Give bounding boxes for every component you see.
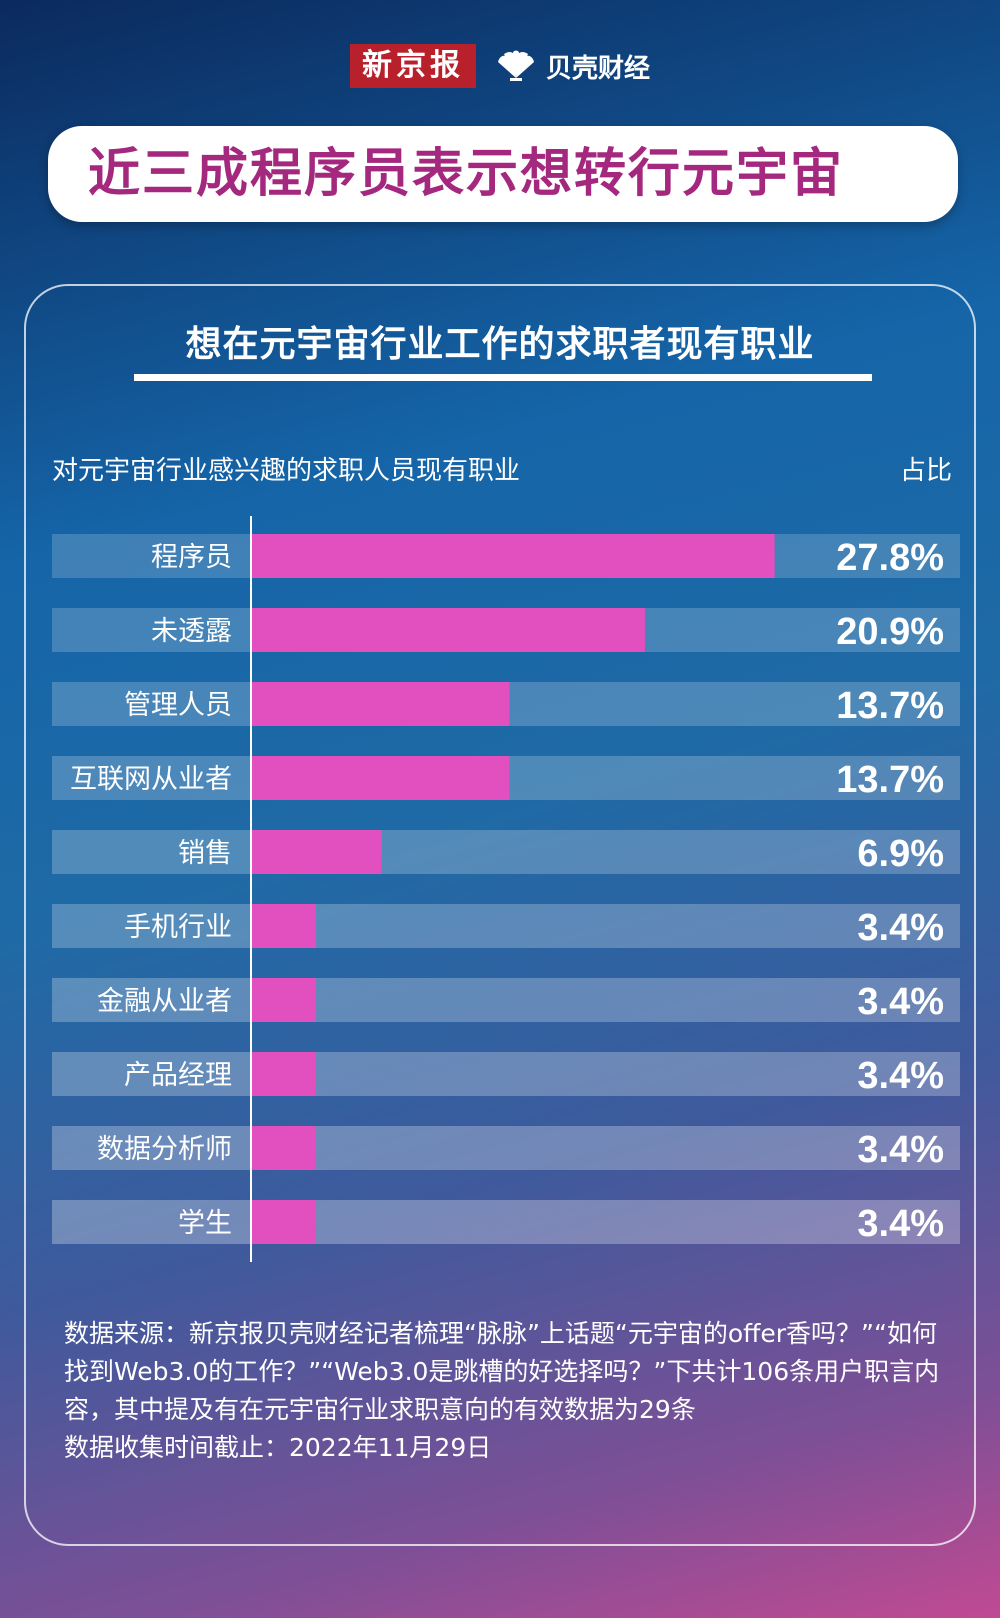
- source-line: 数据收集时间截止：2022年11月29日: [64, 1433, 492, 1462]
- category-label: 金融从业者: [97, 986, 232, 1017]
- value-label: 3.4%: [857, 1203, 944, 1245]
- value-label: 3.4%: [857, 981, 944, 1023]
- bar-row: 互联网从业者 13.7%: [52, 756, 960, 801]
- value-label: 20.9%: [836, 611, 944, 653]
- category-label: 手机行业: [124, 912, 232, 943]
- value-label: 3.4%: [857, 1129, 944, 1171]
- bar: [252, 1126, 316, 1170]
- bar: [252, 756, 510, 800]
- brand-header: 新京报 贝壳财经: [0, 44, 1000, 88]
- bar-row: 金融从业者 3.4%: [52, 978, 960, 1023]
- bar-track: [52, 1052, 960, 1096]
- category-label: 程序员: [151, 542, 232, 573]
- page-title: 近三成程序员表示想转行元宇宙: [88, 144, 845, 204]
- bar-track: [52, 1126, 960, 1170]
- value-label: 13.7%: [836, 685, 944, 727]
- chart-subtitle: 想在元宇宙行业工作的求职者现有职业: [185, 324, 815, 365]
- bar: [252, 608, 645, 652]
- value-label: 3.4%: [857, 907, 944, 949]
- beike-logo: 贝壳财经: [494, 48, 650, 85]
- category-label: 管理人员: [124, 690, 232, 721]
- category-label: 数据分析师: [97, 1134, 232, 1165]
- category-label: 产品经理: [124, 1060, 232, 1091]
- bar: [252, 904, 316, 948]
- bar-row: 学生 3.4%: [52, 1200, 960, 1245]
- xinjingbao-logo: 新京报: [349, 44, 476, 88]
- data-source-note: 数据来源：新京报贝壳财经记者梳理“脉脉”上话题“元宇宙的offer香吗？”“如何…: [64, 1315, 954, 1467]
- column-header-share: 占比: [899, 456, 952, 486]
- bar: [252, 830, 382, 874]
- bar-track: [52, 904, 960, 948]
- category-axis-line: [250, 516, 252, 1262]
- category-label: 学生: [178, 1208, 232, 1239]
- subtitle-underline: [134, 374, 872, 381]
- category-label: 未透露: [151, 616, 232, 647]
- bar-row: 产品经理 3.4%: [52, 1052, 960, 1097]
- beike-text: 贝壳财经: [545, 53, 650, 84]
- shell-icon: [497, 50, 534, 81]
- source-line: 数据来源：新京报贝壳财经记者梳理“脉脉”上话题“元宇宙的offer香吗？”“如何…: [64, 1319, 940, 1424]
- bar: [252, 682, 510, 726]
- value-label: 13.7%: [836, 759, 944, 801]
- value-label: 6.9%: [857, 833, 944, 875]
- title-card: 近三成程序员表示想转行元宇宙: [48, 126, 958, 222]
- bar-track: [52, 978, 960, 1022]
- bar: [252, 534, 775, 578]
- bar-row: 销售 6.9%: [52, 830, 960, 875]
- value-label: 27.8%: [836, 537, 944, 579]
- column-header-occupation: 对元宇宙行业感兴趣的求职人员现有职业: [52, 456, 521, 486]
- bar: [252, 1052, 316, 1096]
- bar-track: [52, 830, 960, 874]
- bar-chart: 程序员 27.8% 未透露 20.9% 管理人员 13.7% 互联网从业者 13.7% 销售 6.…: [52, 534, 960, 1245]
- bar-row: 管理人员 13.7%: [52, 682, 960, 727]
- category-label: 互联网从业者: [70, 764, 232, 795]
- bar-row: 未透露 20.9%: [52, 608, 960, 653]
- bar: [252, 978, 316, 1022]
- bar-row: 数据分析师 3.4%: [52, 1126, 960, 1171]
- category-label: 销售: [178, 838, 232, 869]
- value-label: 3.4%: [857, 1055, 944, 1097]
- bar: [252, 1200, 316, 1244]
- chart-panel: [24, 284, 976, 1546]
- bar-row: 手机行业 3.4%: [52, 904, 960, 949]
- bar-row: 程序员 27.8%: [52, 534, 960, 579]
- bar-track: [52, 1200, 960, 1244]
